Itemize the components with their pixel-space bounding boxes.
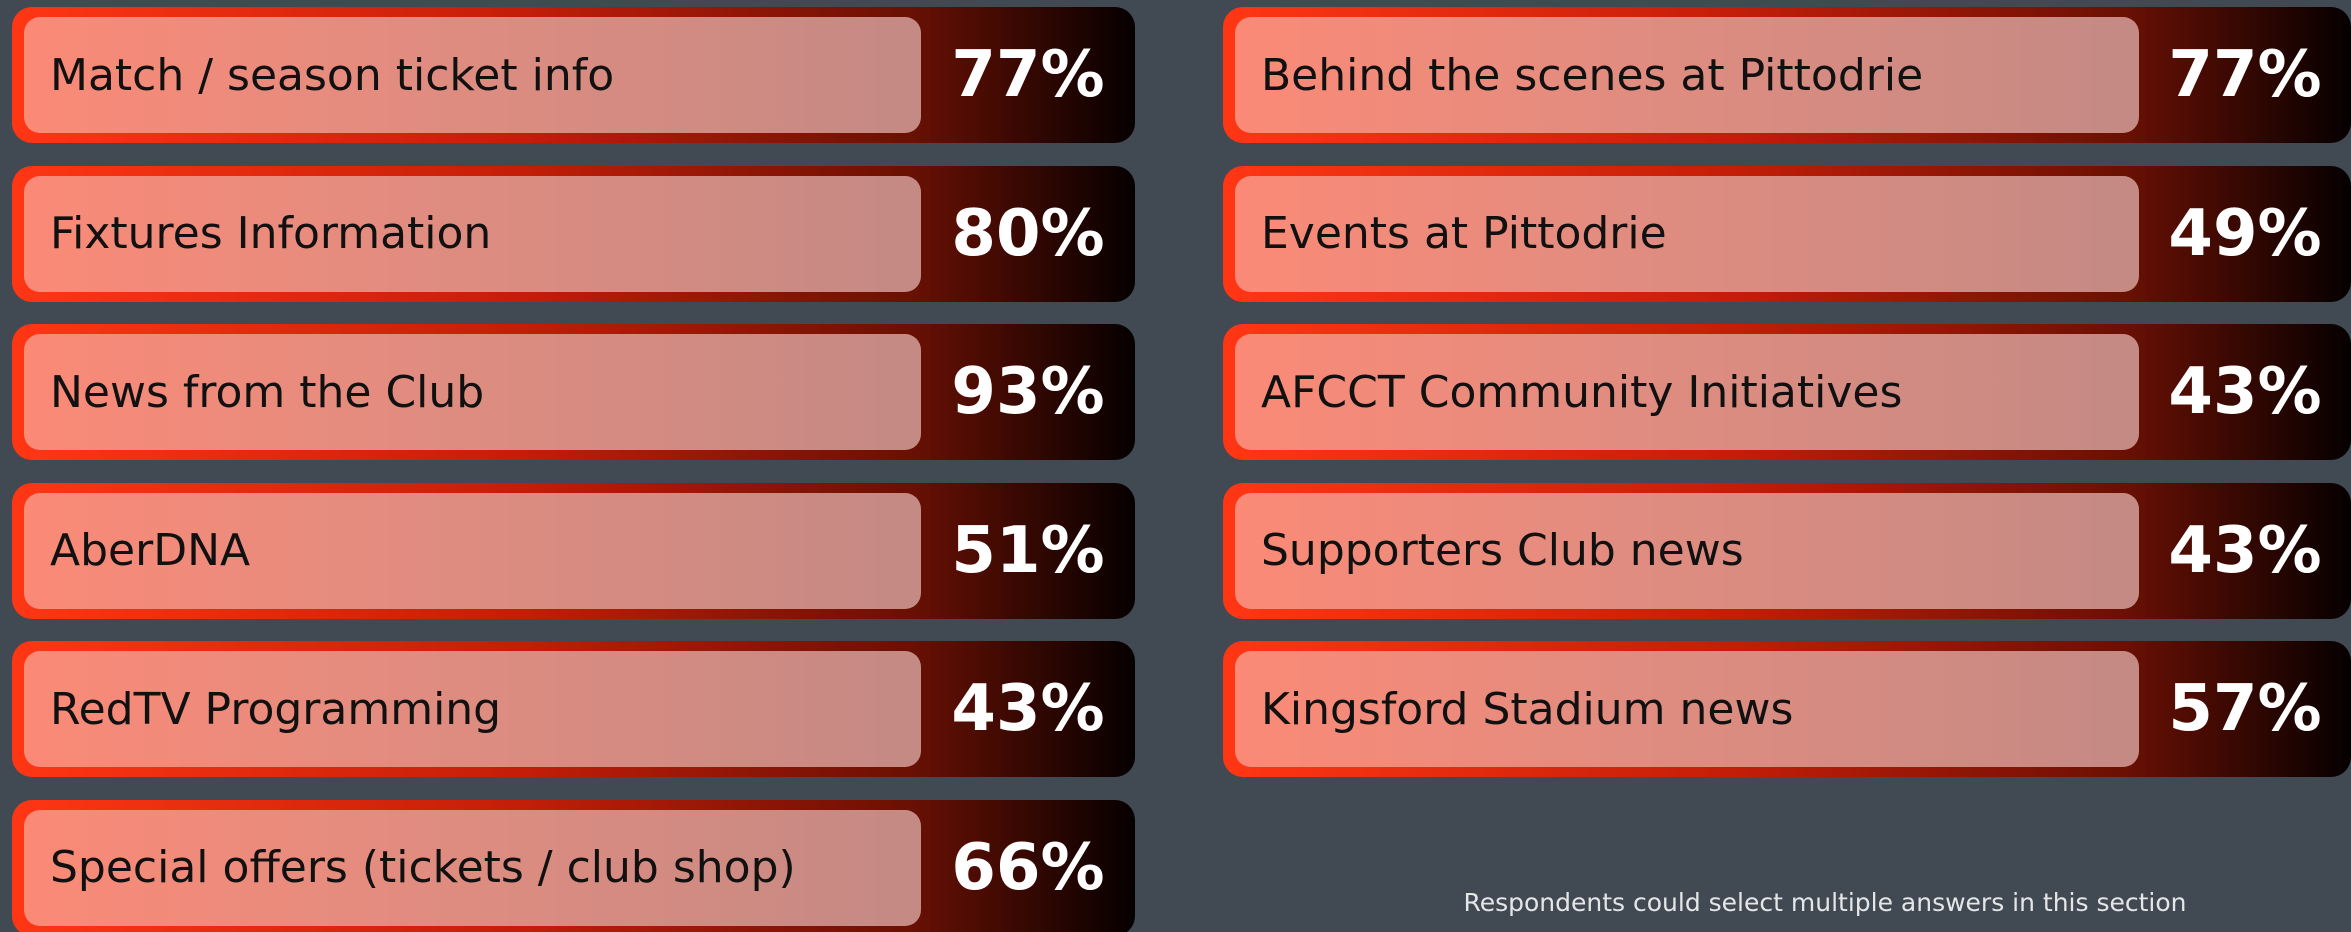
- item-percent: 77%: [951, 38, 1105, 112]
- item-percent: 93%: [951, 355, 1105, 429]
- item-percent: 49%: [2168, 196, 2322, 271]
- footnote: Respondents could select multiple answer…: [1463, 888, 2187, 917]
- item-card: AberDNA 51%: [12, 482, 1135, 619]
- item-label: AFCCT Community Initiatives: [1235, 334, 2139, 450]
- item-card: Events at Pittodrie 49%: [1223, 165, 2351, 302]
- item-label: Behind the scenes at Pittodrie: [1235, 17, 2139, 133]
- item-percent: 57%: [2168, 672, 2322, 746]
- item-label: Kingsford Stadium news: [1235, 651, 2139, 767]
- item-label: AberDNA: [24, 492, 921, 609]
- item-percent: 51%: [951, 513, 1105, 588]
- item-label: News from the Club: [24, 334, 921, 450]
- item-card: Fixtures Information 80%: [12, 165, 1135, 302]
- item-card: Kingsford Stadium news 57%: [1223, 641, 2351, 777]
- item-percent: 43%: [2168, 513, 2322, 588]
- item-card: Match / season ticket info 77%: [12, 7, 1135, 143]
- item-percent: 43%: [951, 672, 1105, 746]
- item-card: Supporters Club news 43%: [1223, 482, 2351, 619]
- item-card: Behind the scenes at Pittodrie 77%: [1223, 7, 2351, 143]
- item-percent: 66%: [951, 830, 1105, 905]
- item-card: News from the Club 93%: [12, 324, 1135, 460]
- item-card: RedTV Programming 43%: [12, 641, 1135, 777]
- item-card: Special offers (tickets / club shop) 66%: [12, 799, 1135, 932]
- item-label: Supporters Club news: [1235, 492, 2139, 609]
- item-label: Special offers (tickets / club shop): [24, 809, 921, 926]
- item-card: AFCCT Community Initiatives 43%: [1223, 324, 2351, 460]
- item-percent: 43%: [2168, 355, 2322, 429]
- item-label: Events at Pittodrie: [1235, 175, 2139, 292]
- item-percent: 77%: [2168, 38, 2322, 112]
- item-label: Fixtures Information: [24, 175, 921, 292]
- item-label: Match / season ticket info: [24, 17, 921, 133]
- item-percent: 80%: [951, 196, 1105, 271]
- item-label: RedTV Programming: [24, 651, 921, 767]
